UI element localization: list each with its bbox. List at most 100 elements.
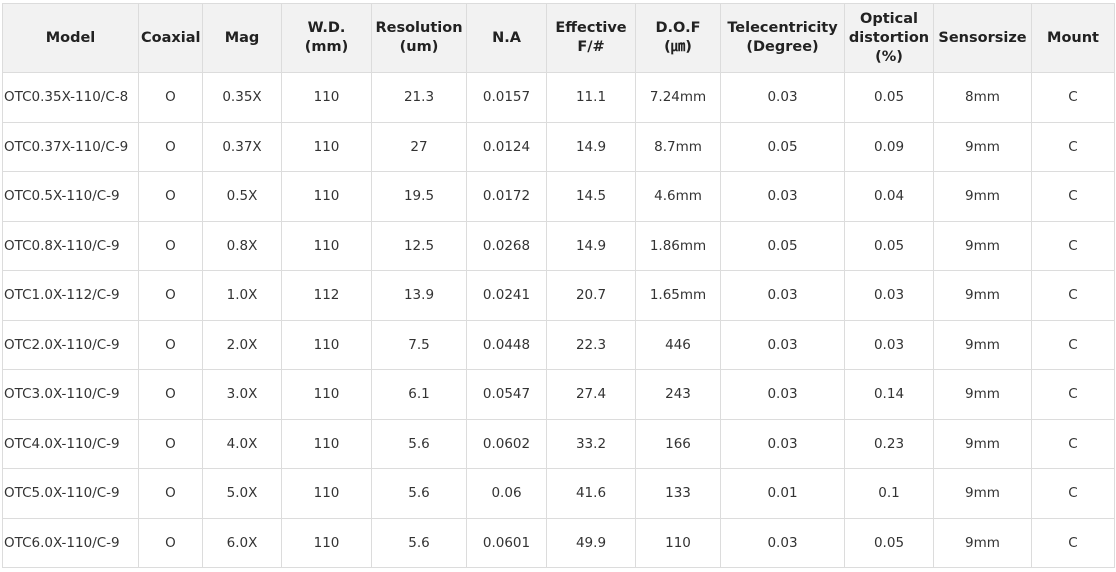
table-cell: 0.05 <box>844 72 934 123</box>
table-cell: 0.05 <box>844 517 934 568</box>
table-cell: C <box>1031 517 1115 568</box>
column-header: Model <box>2 3 139 73</box>
table-cell: O <box>138 72 203 123</box>
column-header: Resolution (um) <box>371 3 467 73</box>
table-cell: 8mm <box>933 72 1032 123</box>
table-cell: 0.03 <box>720 319 845 370</box>
table-cell: 0.0172 <box>466 171 547 222</box>
table-cell: 0.01 <box>720 468 845 519</box>
table-cell: 9mm <box>933 418 1032 469</box>
column-header: Mag <box>202 3 282 73</box>
table-cell: 11.1 <box>546 72 636 123</box>
table-cell: 110 <box>281 72 372 123</box>
table-cell: 110 <box>635 517 721 568</box>
table-cell: 1.86mm <box>635 220 721 271</box>
table-cell: 0.8X <box>202 220 282 271</box>
column-header: Optical distortion (%) <box>844 3 934 73</box>
table-cell: 14.9 <box>546 121 636 172</box>
table-cell: O <box>138 468 203 519</box>
table-cell: 0.37X <box>202 121 282 172</box>
table-cell: 5.6 <box>371 517 467 568</box>
table-cell: O <box>138 220 203 271</box>
table-cell: 0.03 <box>720 270 845 321</box>
table-cell: 21.3 <box>371 72 467 123</box>
table-cell: O <box>138 517 203 568</box>
table-cell: 0.14 <box>844 369 934 420</box>
table-cell: OTC2.0X-110/C-9 <box>2 319 139 370</box>
table-cell: 12.5 <box>371 220 467 271</box>
table-cell: O <box>138 418 203 469</box>
table-cell: OTC3.0X-110/C-9 <box>2 369 139 420</box>
table-row: OTC0.5X-110/C-9 O 0.5X 110 19.5 0.0172 14.5 4.6… <box>2 171 1115 222</box>
column-header: Telecentricity (Degree) <box>720 3 845 73</box>
table-cell: 3.0X <box>202 369 282 420</box>
column-header: Sensorsize <box>933 3 1032 73</box>
table-cell: 27.4 <box>546 369 636 420</box>
column-header: Effective F/# <box>546 3 636 73</box>
table-cell: 9mm <box>933 270 1032 321</box>
table-cell: O <box>138 319 203 370</box>
table-cell: 0.03 <box>720 171 845 222</box>
table-row: OTC0.37X-110/C-9 O 0.37X 110 27 0.0124 14.9 8.7… <box>2 121 1115 172</box>
table-cell: C <box>1031 171 1115 222</box>
table-cell: 110 <box>281 121 372 172</box>
table-cell: C <box>1031 220 1115 271</box>
table-cell: 0.05 <box>720 121 845 172</box>
table-cell: 1.65mm <box>635 270 721 321</box>
table-cell: 0.0124 <box>466 121 547 172</box>
column-header: Coaxial <box>138 3 203 73</box>
table-cell: 0.06 <box>466 468 547 519</box>
table-cell: 4.0X <box>202 418 282 469</box>
table-cell: C <box>1031 418 1115 469</box>
table-cell: 0.05 <box>720 220 845 271</box>
table-cell: 1.0X <box>202 270 282 321</box>
table-cell: 7.24mm <box>635 72 721 123</box>
table-cell: O <box>138 369 203 420</box>
table-cell: 14.9 <box>546 220 636 271</box>
table-cell: OTC5.0X-110/C-9 <box>2 468 139 519</box>
table-cell: 0.1 <box>844 468 934 519</box>
table-cell: 0.0448 <box>466 319 547 370</box>
table-cell: 22.3 <box>546 319 636 370</box>
table-cell: 33.2 <box>546 418 636 469</box>
spec-table: Model Coaxial Mag W.D. (mm) Resolution (um) N… <box>2 3 1115 568</box>
table-cell: C <box>1031 319 1115 370</box>
table-cell: C <box>1031 121 1115 172</box>
table-cell: 41.6 <box>546 468 636 519</box>
table-cell: 27 <box>371 121 467 172</box>
table-cell: 8.7mm <box>635 121 721 172</box>
table-cell: 0.03 <box>844 270 934 321</box>
table-cell: C <box>1031 468 1115 519</box>
table-header: Model Coaxial Mag W.D. (mm) Resolution (um) N… <box>2 3 1115 73</box>
table-cell: 5.6 <box>371 468 467 519</box>
table-cell: 14.5 <box>546 171 636 222</box>
table-cell: 0.03 <box>844 319 934 370</box>
table-cell: 0.03 <box>720 72 845 123</box>
table-cell: 2.0X <box>202 319 282 370</box>
table-cell: 0.03 <box>720 369 845 420</box>
table-cell: 0.0547 <box>466 369 547 420</box>
table-row: OTC2.0X-110/C-9 O 2.0X 110 7.5 0.0448 22.3 446 0… <box>2 319 1115 370</box>
table-cell: 19.5 <box>371 171 467 222</box>
table-cell: 0.04 <box>844 171 934 222</box>
table-cell: 0.0602 <box>466 418 547 469</box>
table-cell: 110 <box>281 171 372 222</box>
table-cell: 110 <box>281 319 372 370</box>
table-cell: 0.0601 <box>466 517 547 568</box>
table-cell: 9mm <box>933 517 1032 568</box>
header-row: Model Coaxial Mag W.D. (mm) Resolution (um) N… <box>2 3 1115 73</box>
table-row: OTC5.0X-110/C-9 O 5.0X 110 5.6 0.06 41.6 133 0.0… <box>2 468 1115 519</box>
table-cell: 112 <box>281 270 372 321</box>
table-cell: 9mm <box>933 369 1032 420</box>
table-cell: 0.5X <box>202 171 282 222</box>
table-cell: O <box>138 171 203 222</box>
table-cell: 20.7 <box>546 270 636 321</box>
table-body: OTC0.35X-110/C-8 O 0.35X 110 21.3 0.0157 11.1 7… <box>2 72 1115 568</box>
column-header: Mount <box>1031 3 1115 73</box>
table-row: OTC0.35X-110/C-8 O 0.35X 110 21.3 0.0157 11.1 7… <box>2 72 1115 123</box>
column-header: W.D. (mm) <box>281 3 372 73</box>
table-row: OTC1.0X-112/C-9 O 1.0X 112 13.9 0.0241 20.7 1.6… <box>2 270 1115 321</box>
table-cell: 4.6mm <box>635 171 721 222</box>
table-cell: 9mm <box>933 171 1032 222</box>
